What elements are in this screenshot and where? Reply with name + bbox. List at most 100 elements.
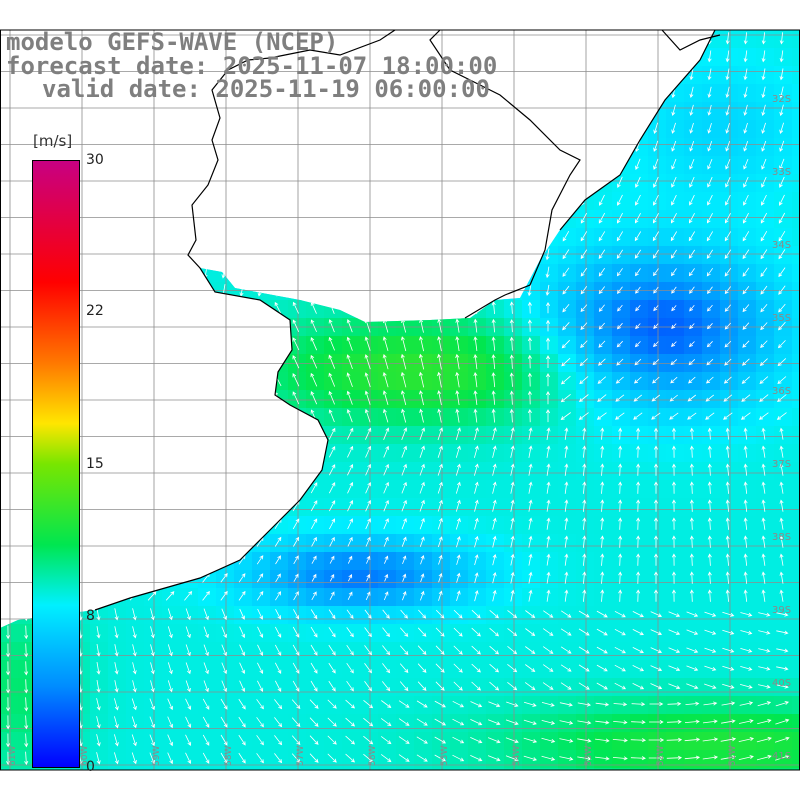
wind-arrow (183, 356, 192, 368)
wind-arrow (96, 698, 101, 711)
wind-arrow (542, 682, 554, 690)
wind-arrow (671, 104, 676, 117)
wind-arrow (563, 86, 568, 99)
wind-arrow (545, 50, 550, 63)
wind-arrow (93, 411, 103, 421)
wind-arrow (474, 590, 479, 602)
wind-arrow (671, 445, 676, 458)
wind-arrow (635, 213, 641, 224)
wind-arrow (775, 718, 790, 725)
wind-arrow (363, 753, 374, 763)
wind-arrow (617, 86, 622, 99)
wind-arrow (543, 610, 554, 618)
wind-arrow (707, 499, 712, 512)
latitude-label: 36S (772, 386, 792, 397)
wind-arrow (741, 358, 750, 366)
wind-arrow (6, 661, 11, 676)
wind-arrow (365, 499, 371, 512)
wind-arrow (167, 752, 173, 765)
wind-arrow (743, 140, 749, 152)
wind-arrow (365, 140, 370, 153)
wind-arrow (740, 412, 751, 420)
wind-arrow (365, 591, 371, 601)
wind-arrow (597, 376, 607, 384)
wind-arrow (129, 302, 139, 313)
wind-arrow (257, 194, 262, 207)
wind-arrow (238, 752, 246, 764)
wind-arrow (6, 751, 11, 766)
wind-arrow (455, 284, 460, 297)
wind-arrow (257, 662, 264, 674)
wind-arrow (328, 445, 336, 458)
latitude-label: 33S (772, 167, 792, 178)
wind-arrow (185, 698, 192, 710)
wind-arrow (399, 663, 409, 674)
wind-arrow (670, 231, 678, 242)
wind-arrow (165, 374, 175, 385)
wind-arrow (292, 644, 300, 656)
wind-arrow (328, 372, 336, 387)
wind-arrow (348, 574, 353, 582)
wind-arrow (95, 140, 100, 153)
wind-arrow (618, 499, 623, 512)
wind-arrow (293, 230, 298, 243)
wind-arrow (238, 536, 246, 547)
wind-arrow (274, 319, 282, 332)
wind-arrow (202, 734, 210, 746)
wind-arrow (561, 357, 571, 367)
wind-arrow (399, 645, 409, 656)
wind-arrow (650, 665, 663, 672)
wind-arrow (275, 194, 280, 207)
wind-arrow (779, 32, 784, 45)
wind-arrow (743, 158, 749, 170)
wind-arrow (256, 735, 264, 746)
wind-arrow (689, 481, 694, 494)
wind-arrow (329, 230, 334, 243)
wind-arrow (453, 663, 463, 673)
wind-arrow (761, 104, 766, 117)
wind-arrow (239, 266, 244, 279)
wind-arrow (437, 284, 442, 297)
wind-arrow (239, 212, 244, 225)
wind-arrow (435, 609, 445, 619)
wind-arrow (473, 194, 478, 207)
wind-arrow (21, 555, 32, 564)
wind-arrow (149, 734, 155, 747)
longitude-label: 53W (584, 745, 594, 766)
wind-arrow (311, 266, 316, 279)
wind-arrow (545, 194, 550, 207)
wind-arrow (600, 517, 605, 530)
wind-arrow (740, 666, 753, 671)
wind-arrow (760, 340, 768, 348)
wind-arrow (761, 32, 766, 45)
wind-arrow (347, 158, 352, 171)
wind-arrow (292, 662, 300, 674)
wind-arrow (740, 612, 753, 617)
wind-arrow (113, 104, 118, 117)
wind-arrow (383, 445, 390, 458)
wind-arrow (776, 648, 789, 653)
wind-arrow (545, 301, 551, 314)
wind-arrow (167, 698, 173, 711)
wind-arrow (779, 571, 784, 584)
wind-arrow (707, 86, 712, 99)
wind-arrow (435, 681, 445, 691)
wind-arrow (600, 535, 605, 548)
wind-arrow (774, 736, 790, 743)
wind-arrow (293, 194, 298, 207)
wind-arrow (23, 122, 28, 135)
wind-arrow (756, 754, 772, 761)
wind-arrow (581, 176, 587, 189)
wind-arrow (689, 589, 694, 602)
wind-arrow (689, 68, 694, 81)
wind-arrow (131, 176, 136, 189)
wind-arrow (257, 284, 262, 297)
wind-arrow (167, 176, 172, 189)
wind-arrow (2, 555, 14, 564)
wind-arrow (96, 734, 101, 747)
wind-arrow (527, 32, 532, 45)
wind-arrow (417, 681, 427, 691)
wind-arrow (743, 194, 749, 206)
wind-arrow (382, 354, 389, 370)
wind-arrow (560, 664, 572, 672)
